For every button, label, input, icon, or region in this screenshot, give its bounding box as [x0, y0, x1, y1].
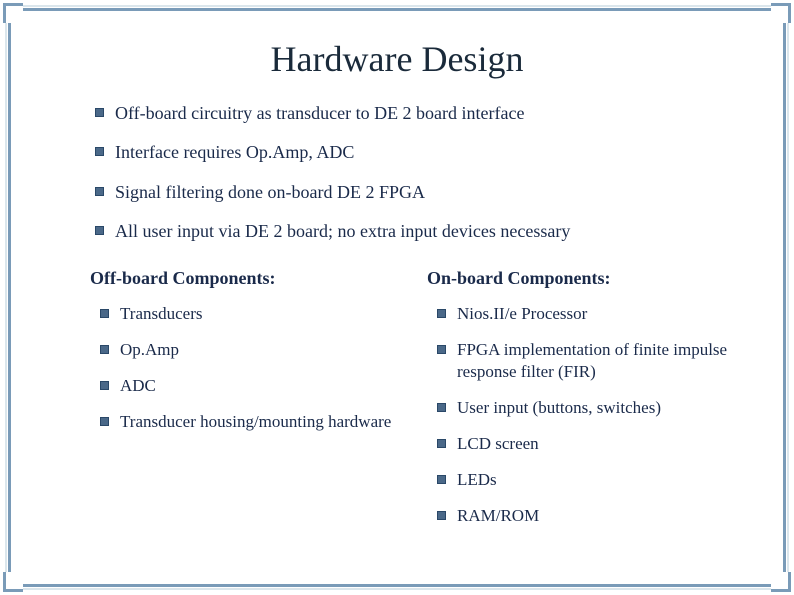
bullet-icon: [100, 381, 109, 390]
frame-corner: [3, 572, 23, 592]
bullet-icon: [437, 475, 446, 484]
list-item-text: Nios.II/e Processor: [457, 304, 587, 323]
bullet-icon: [95, 226, 104, 235]
page-title: Hardware Design: [50, 38, 744, 80]
list-item: ADC: [100, 375, 407, 397]
list-item: Signal filtering done on-board DE 2 FPGA: [95, 181, 744, 204]
list-item: LCD screen: [437, 433, 744, 455]
list-item: Transducers: [100, 303, 407, 325]
bullet-icon: [95, 108, 104, 117]
right-column: On-board Components: Nios.II/e Processor…: [427, 268, 744, 542]
bullet-icon: [100, 309, 109, 318]
list-item-text: FPGA implementation of finite impulse re…: [457, 340, 727, 381]
off-board-list: Transducers Op.Amp ADC Transducer housin…: [90, 303, 407, 433]
list-item-text: Transducer housing/mounting hardware: [120, 412, 391, 431]
list-item: Interface requires Op.Amp, ADC: [95, 141, 744, 164]
bullet-icon: [437, 309, 446, 318]
list-item-text: LCD screen: [457, 434, 539, 453]
bullet-icon: [437, 345, 446, 354]
bullet-icon: [437, 403, 446, 412]
list-item-text: Off-board circuitry as transducer to DE …: [115, 103, 525, 123]
main-points-list: Off-board circuitry as transducer to DE …: [50, 102, 744, 244]
bullet-icon: [437, 439, 446, 448]
list-item: Nios.II/e Processor: [437, 303, 744, 325]
columns-container: Off-board Components: Transducers Op.Amp…: [50, 268, 744, 542]
list-item: LEDs: [437, 469, 744, 491]
column-heading: On-board Components:: [427, 268, 744, 289]
list-item-text: All user input via DE 2 board; no extra …: [115, 221, 570, 241]
column-heading: Off-board Components:: [90, 268, 407, 289]
list-item: Transducer housing/mounting hardware: [100, 411, 407, 433]
on-board-list: Nios.II/e Processor FPGA implementation …: [427, 303, 744, 528]
list-item: All user input via DE 2 board; no extra …: [95, 220, 744, 243]
frame-corner: [3, 3, 23, 23]
list-item-text: Signal filtering done on-board DE 2 FPGA: [115, 182, 425, 202]
list-item-text: ADC: [120, 376, 156, 395]
bullet-icon: [437, 511, 446, 520]
list-item-text: RAM/ROM: [457, 506, 539, 525]
list-item-text: User input (buttons, switches): [457, 398, 661, 417]
list-item-text: Interface requires Op.Amp, ADC: [115, 142, 354, 162]
list-item: FPGA implementation of finite impulse re…: [437, 339, 744, 383]
list-item-text: Transducers: [120, 304, 202, 323]
list-item-text: Op.Amp: [120, 340, 179, 359]
bullet-icon: [95, 147, 104, 156]
bullet-icon: [100, 417, 109, 426]
list-item: RAM/ROM: [437, 505, 744, 527]
frame-corner: [771, 3, 791, 23]
bullet-icon: [100, 345, 109, 354]
list-item: Off-board circuitry as transducer to DE …: [95, 102, 744, 125]
list-item-text: LEDs: [457, 470, 497, 489]
bullet-icon: [95, 187, 104, 196]
left-column: Off-board Components: Transducers Op.Amp…: [90, 268, 407, 542]
list-item: User input (buttons, switches): [437, 397, 744, 419]
frame-corner: [771, 572, 791, 592]
list-item: Op.Amp: [100, 339, 407, 361]
slide-content: Hardware Design Off-board circuitry as t…: [0, 0, 794, 571]
